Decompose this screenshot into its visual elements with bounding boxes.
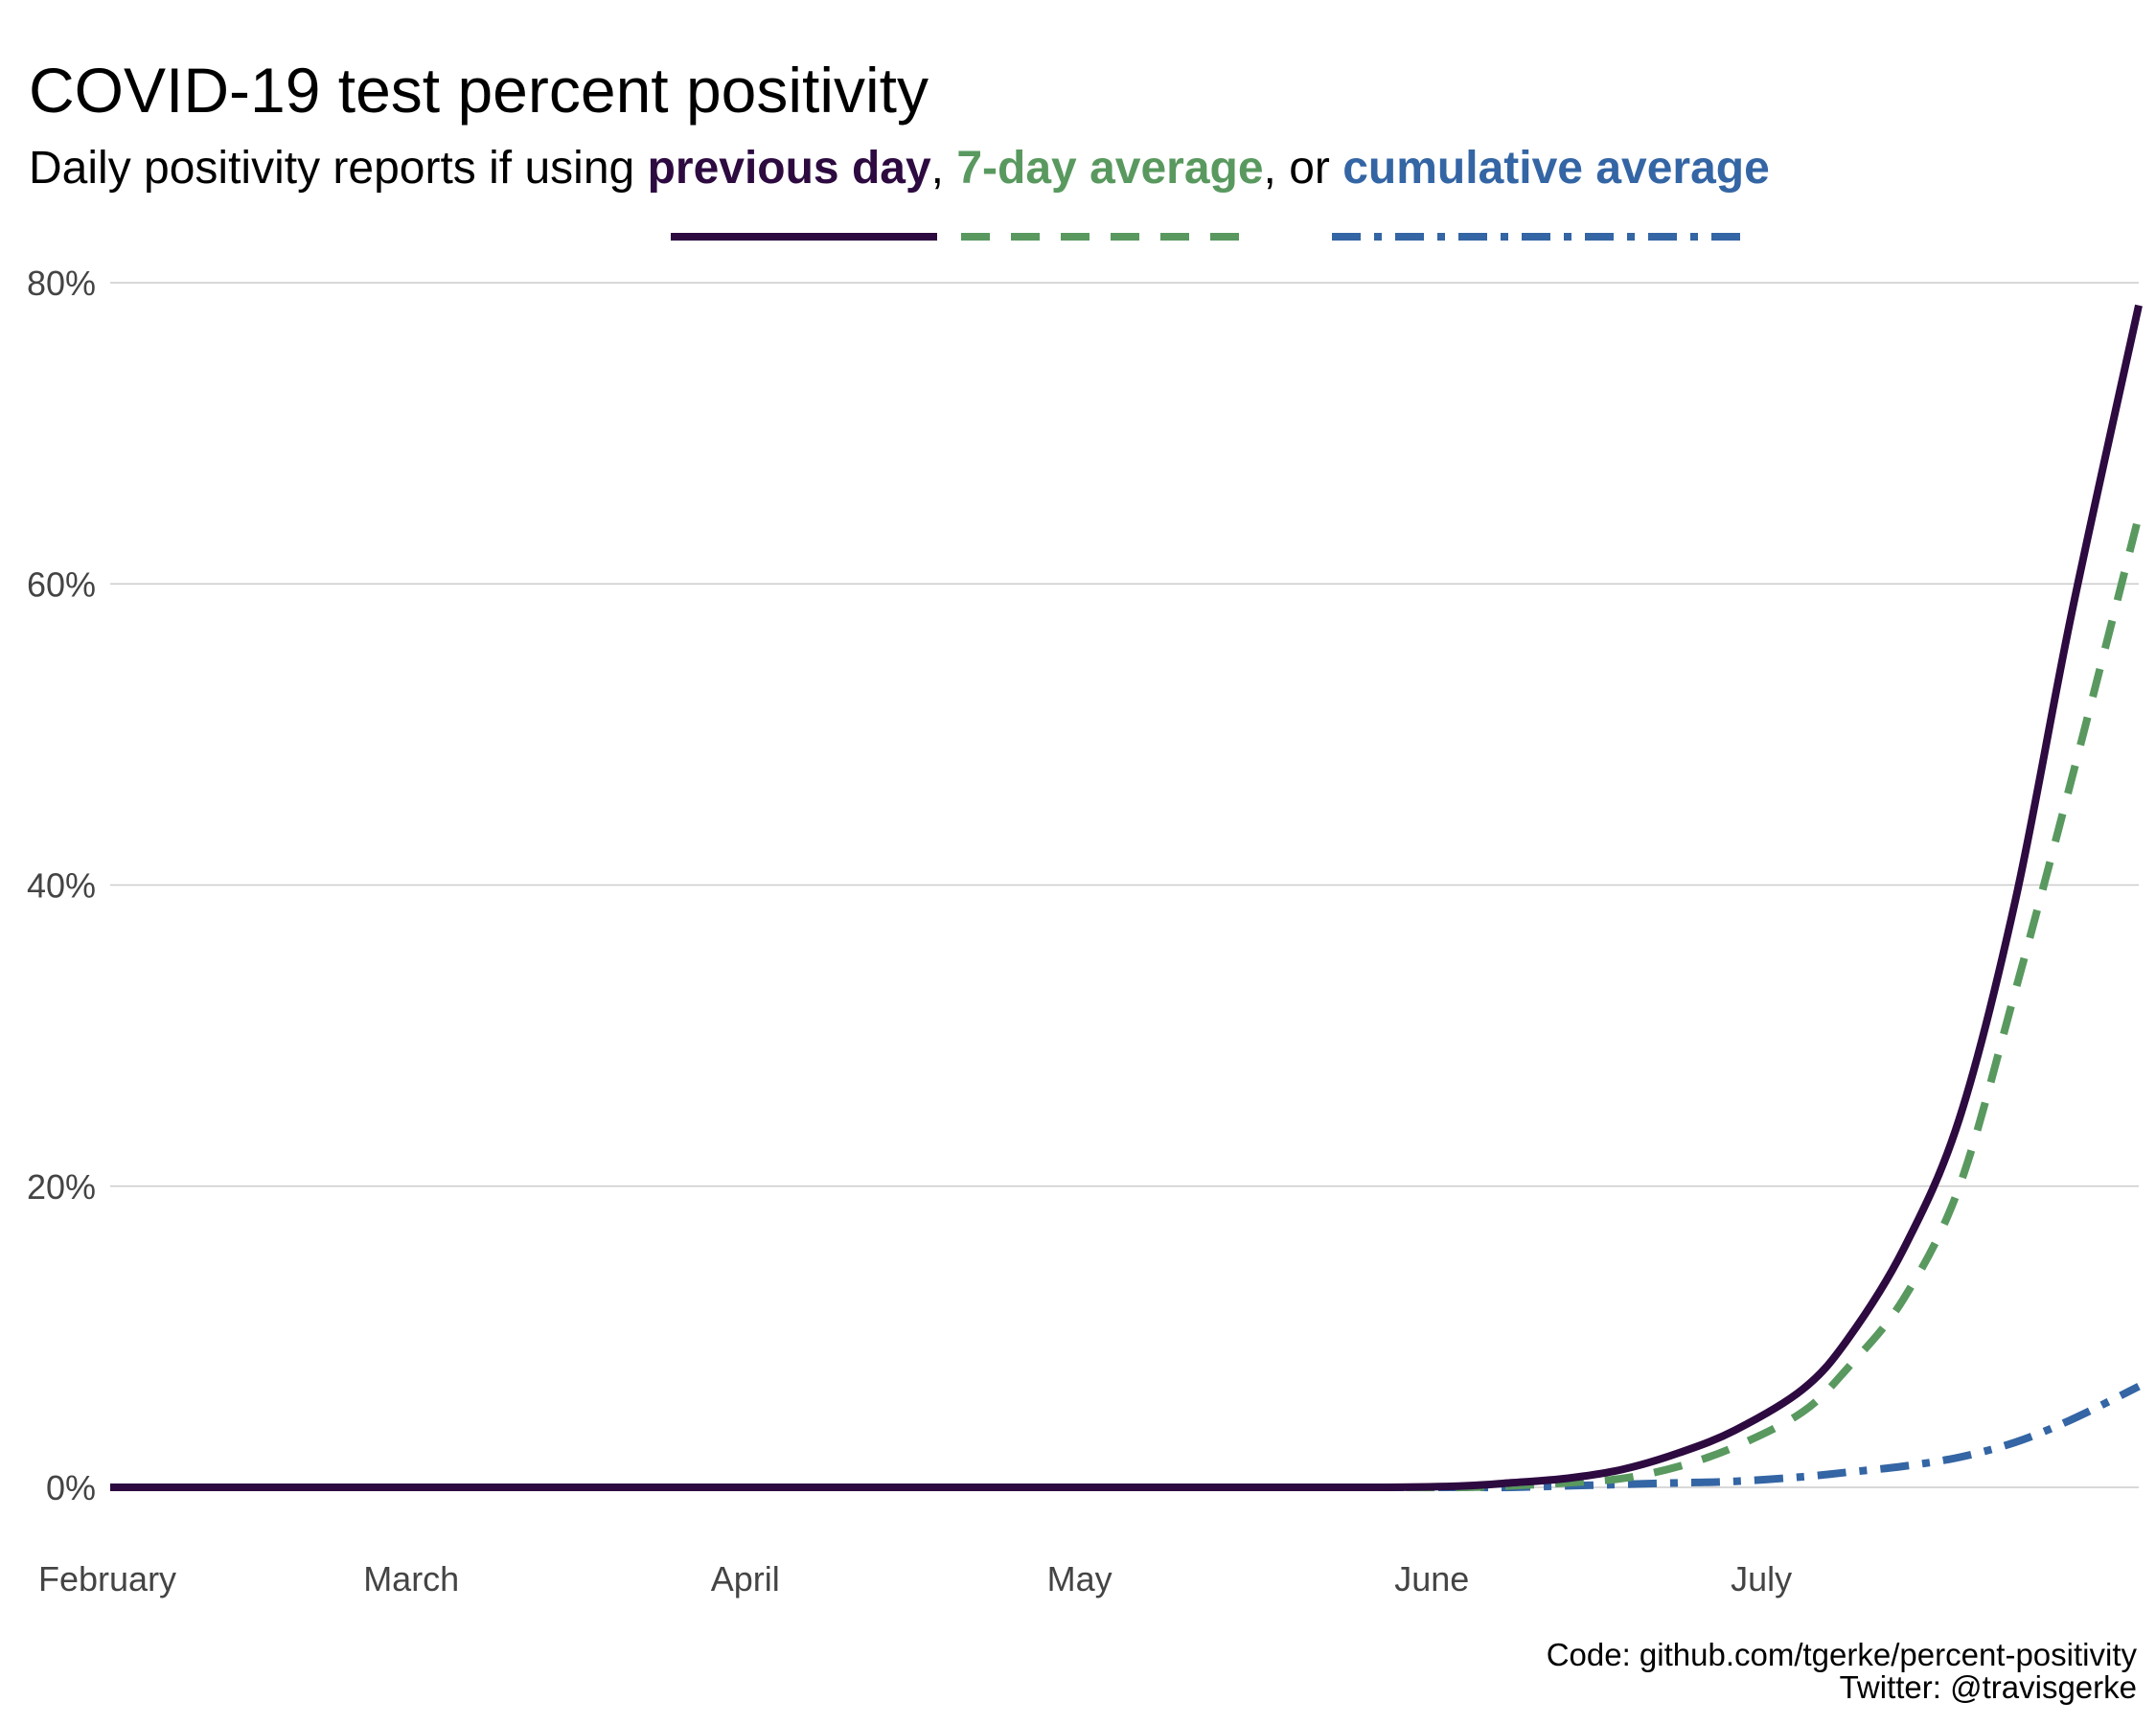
series-lines	[109, 304, 2143, 1492]
series-line-7-day-average	[109, 515, 2143, 1492]
x-tick-label: March	[363, 1559, 459, 1598]
subtitle-sep-1: ,	[931, 143, 957, 194]
y-tick-label: 60%	[27, 564, 96, 604]
y-tick-label: 20%	[27, 1167, 96, 1207]
gridlines	[110, 282, 2139, 1488]
legend-label-previous-day: previous day	[648, 143, 931, 194]
x-tick-label: February	[38, 1559, 176, 1598]
caption-twitter: Twitter: @travisgerke	[1840, 1669, 2137, 1705]
x-tick-label: July	[1731, 1559, 1792, 1598]
series-line-cumulative-average	[109, 1383, 2141, 1492]
y-tick-label: 0%	[46, 1468, 96, 1507]
chart-title: COVID-19 test percent positivity	[29, 55, 929, 126]
y-tick-label: 40%	[27, 866, 96, 906]
x-tick-label: June	[1394, 1559, 1469, 1598]
series-line-previous-day	[109, 304, 2143, 1492]
x-tick-label: May	[1047, 1559, 1112, 1598]
y-axis: 0% 20% 40% 60% 80%	[27, 264, 96, 1507]
chart-subtitle: Daily positivity reports if using previo…	[29, 143, 1770, 194]
subtitle-prefix: Daily positivity reports if using	[29, 143, 648, 194]
legend-label-cumulative-average: cumulative average	[1342, 143, 1770, 194]
caption-code: Code: github.com/tgerke/percent-positivi…	[1547, 1637, 2138, 1672]
x-tick-label: April	[711, 1559, 780, 1598]
x-axis: February March April May June July	[38, 1559, 1792, 1598]
y-tick-label: 80%	[27, 264, 96, 303]
legend-label-7-day-average: 7-day average	[956, 143, 1263, 194]
subtitle-sep-2: , or	[1264, 143, 1343, 194]
